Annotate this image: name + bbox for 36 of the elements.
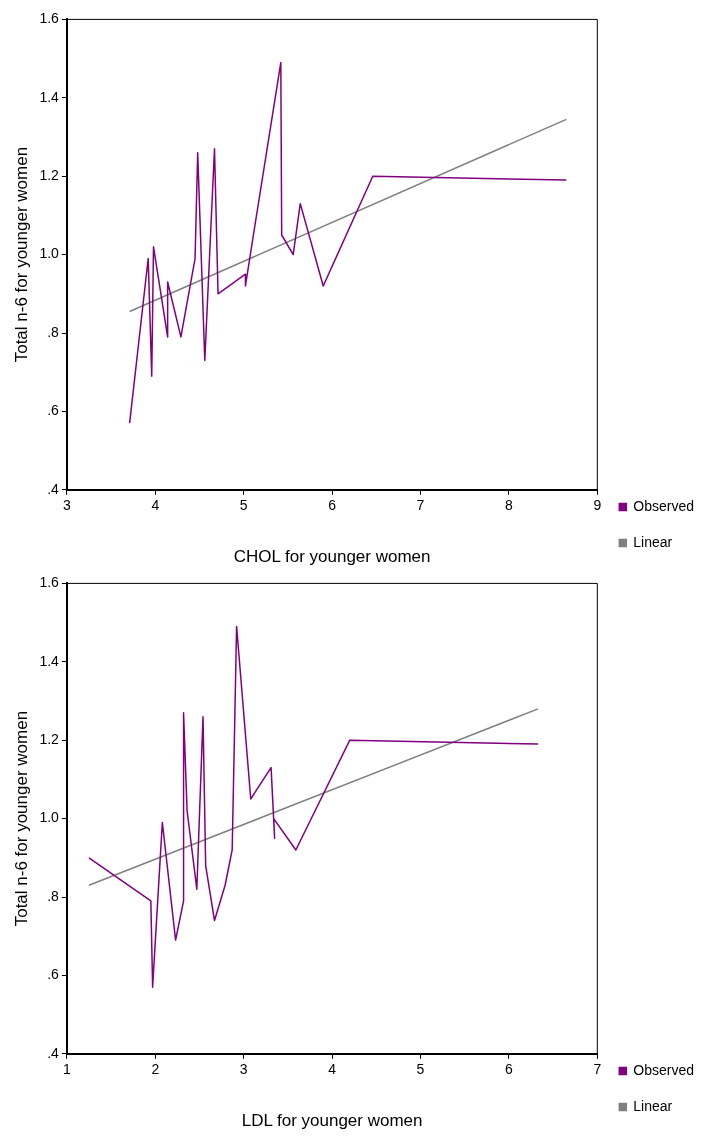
y-tick-label: .8: [47, 323, 60, 340]
y-axis-title: Total n-6 for younger women: [11, 710, 31, 927]
x-tick-label: 8: [505, 497, 513, 514]
y-tick-label: 1.0: [39, 809, 60, 826]
y-tick-label: 1.6: [39, 574, 60, 591]
legend-label: Observed: [633, 497, 695, 514]
x-tick-label: 2: [151, 1061, 160, 1078]
x-tick-label: 3: [62, 497, 71, 514]
y-tick-label: 1.6: [39, 10, 60, 27]
y-tick-label: .4: [47, 1044, 60, 1061]
y-tick-label: 1.4: [39, 652, 60, 669]
x-tick-label: 3: [239, 1061, 248, 1078]
legend-label: Linear: [633, 533, 673, 550]
y-tick-label: 1.0: [39, 245, 60, 262]
x-tick-label: 6: [328, 497, 337, 514]
y-tick-label: 1.2: [39, 731, 60, 748]
y-tick-label: 1.4: [39, 88, 60, 105]
y-tick-label: .4: [47, 480, 60, 497]
x-tick-label: 7: [593, 1061, 602, 1078]
x-tick-label: 5: [416, 1061, 425, 1078]
x-tick-label: 1: [62, 1061, 71, 1078]
x-tick-label: 5: [239, 497, 248, 514]
y-axis-title: Total n-6 for younger women: [11, 146, 31, 363]
legend-label: Observed: [633, 1061, 695, 1078]
x-axis-title: CHOL for younger women: [233, 547, 431, 567]
x-tick-label: 7: [416, 497, 425, 514]
y-tick-label: .8: [47, 887, 60, 904]
y-tick-label: .6: [47, 402, 60, 419]
x-tick-label: 6: [505, 1061, 513, 1078]
x-tick-label: 4: [328, 1061, 337, 1078]
legend-label: Linear: [633, 1097, 673, 1114]
x-tick-label: 4: [151, 497, 160, 514]
y-tick-label: 1.2: [39, 167, 60, 184]
x-axis-title: LDL for younger women: [241, 1111, 423, 1131]
y-tick-label: .6: [47, 966, 60, 983]
x-tick-label: 9: [593, 497, 602, 514]
